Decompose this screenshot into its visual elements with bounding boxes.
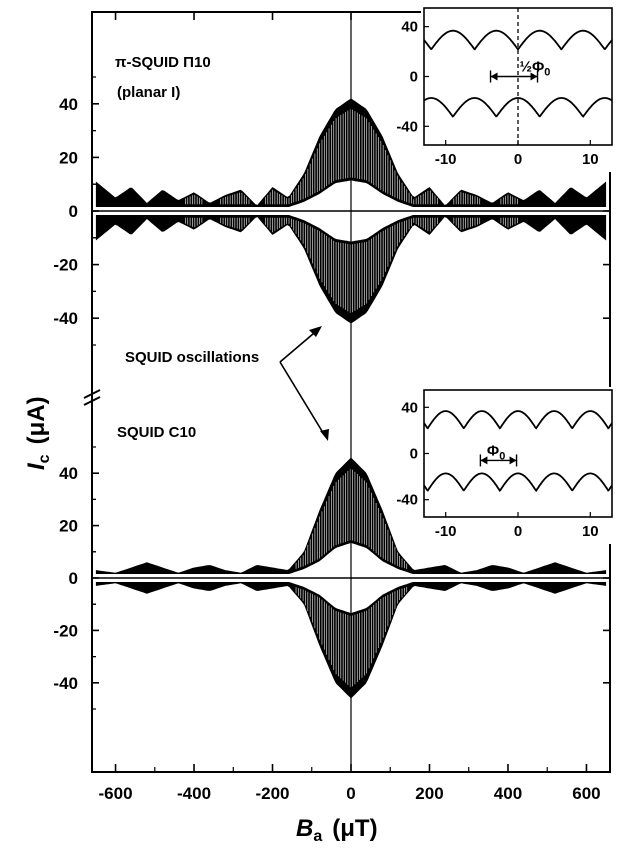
x-tick-label: 400 [494, 784, 522, 803]
inset-upper: -40 0 40 -10 0 10 ½Φ0 [396, 5, 631, 172]
y-tick-label: 20 [59, 517, 78, 536]
inset-x-tick-label: -10 [435, 523, 457, 540]
x-tick-label: 200 [415, 784, 443, 803]
inset-curve [423, 29, 613, 51]
y-tick-label: -40 [53, 674, 78, 693]
x-axis-label: Ba (μT) [296, 815, 378, 845]
inset-arrow-head [480, 456, 488, 465]
y-tick-label: 20 [59, 148, 78, 167]
inset-background [421, 387, 631, 544]
inset-y-tick-label: -40 [396, 492, 418, 509]
inset-background [421, 5, 631, 172]
inset-y-tick-label: 0 [410, 69, 418, 86]
x-tick-label: 600 [572, 784, 600, 803]
x-tick-label: -600 [99, 784, 133, 803]
y-tick-label: -20 [53, 621, 78, 640]
inset-annotation: Φ0 [487, 442, 505, 462]
inset-x-tick-label: 0 [514, 523, 522, 540]
x-tick-label: -400 [177, 784, 211, 803]
y-tick-label: 40 [59, 95, 78, 114]
y-tick-label: 40 [59, 464, 78, 483]
inset-y-tick-label: 40 [401, 19, 418, 36]
inset-arrow-head [490, 72, 498, 81]
inset-x-tick-label: 10 [582, 523, 599, 540]
inset-curve [423, 97, 613, 118]
annotation-arrows [279, 326, 329, 441]
axis-break-marks [83, 389, 101, 406]
inset-annotation: ½Φ0 [519, 59, 550, 79]
inset-x-tick-label: -10 [435, 151, 457, 168]
lower-panel-label: SQUID C10 [117, 424, 196, 441]
inset-arrow-head [530, 72, 538, 81]
y-tick-label: 0 [69, 569, 78, 588]
inset-y-tick-label: 0 [410, 446, 418, 463]
y-tick-label: -20 [53, 256, 78, 275]
upper-panel-sublabel: (planar I) [117, 84, 180, 101]
main-axis-labels: Ba (μT) Ic(μA) [23, 396, 378, 845]
x-tick-label: 0 [346, 784, 355, 803]
inset-x-tick-label: 0 [514, 151, 522, 168]
upper-panel-label: π-SQUID Π10 [115, 54, 211, 71]
y-axis-label: Ic(μA) [23, 396, 53, 470]
inset-curve [423, 410, 613, 430]
inset-y-tick-label: 40 [401, 399, 418, 416]
inset-y-tick-label: -40 [396, 118, 418, 135]
inset-curve [423, 472, 613, 493]
inset-x-tick-label: 10 [582, 151, 599, 168]
inset-lower: -40 0 40 -10 0 10 Φ0 [396, 387, 631, 544]
y-tick-label: 0 [69, 202, 78, 221]
inset-arrow-head [509, 456, 517, 465]
x-tick-label: -200 [255, 784, 289, 803]
oscillations-annotation: SQUID oscillations [125, 349, 259, 366]
y-tick-label: -40 [53, 309, 78, 328]
